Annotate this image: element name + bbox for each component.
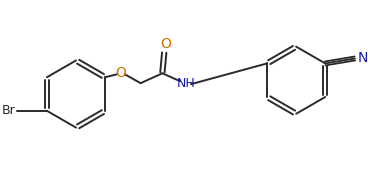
Text: NH: NH <box>177 77 195 90</box>
Text: Br: Br <box>1 104 15 117</box>
Text: O: O <box>116 66 126 80</box>
Text: O: O <box>160 37 171 51</box>
Text: N: N <box>358 51 368 65</box>
